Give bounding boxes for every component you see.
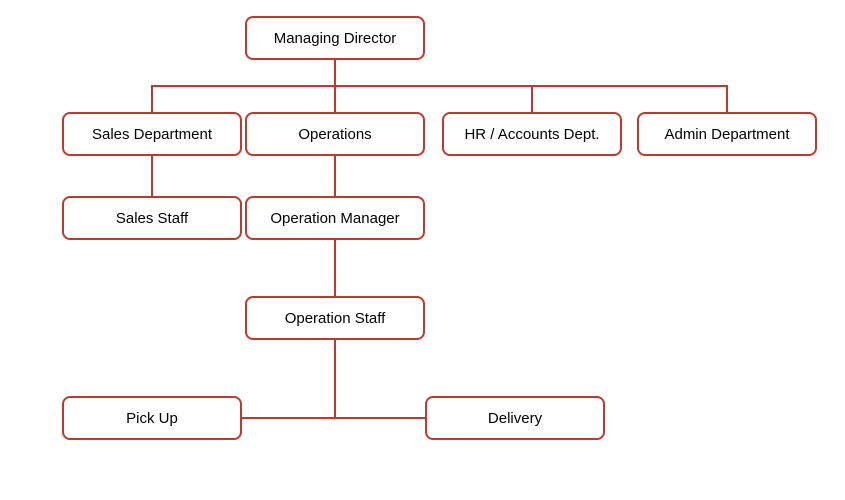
- node-label: Pick Up: [126, 410, 178, 427]
- node-label: Operations: [298, 126, 371, 143]
- node-label: Delivery: [488, 410, 542, 427]
- node-managing-director: Managing Director: [245, 16, 425, 60]
- node-hr-accounts: HR / Accounts Dept.: [442, 112, 622, 156]
- node-label: Admin Department: [664, 126, 789, 143]
- node-label: HR / Accounts Dept.: [464, 126, 599, 143]
- node-pick-up: Pick Up: [62, 396, 242, 440]
- node-admin-dept: Admin Department: [637, 112, 817, 156]
- node-sales-dept: Sales Department: [62, 112, 242, 156]
- node-label: Operation Staff: [285, 310, 386, 327]
- node-operations: Operations: [245, 112, 425, 156]
- node-op-staff: Operation Staff: [245, 296, 425, 340]
- node-label: Sales Department: [92, 126, 212, 143]
- node-op-manager: Operation Manager: [245, 196, 425, 240]
- node-label: Operation Manager: [270, 210, 399, 227]
- node-sales-staff: Sales Staff: [62, 196, 242, 240]
- node-delivery: Delivery: [425, 396, 605, 440]
- node-label: Sales Staff: [116, 210, 188, 227]
- node-label: Managing Director: [274, 30, 397, 47]
